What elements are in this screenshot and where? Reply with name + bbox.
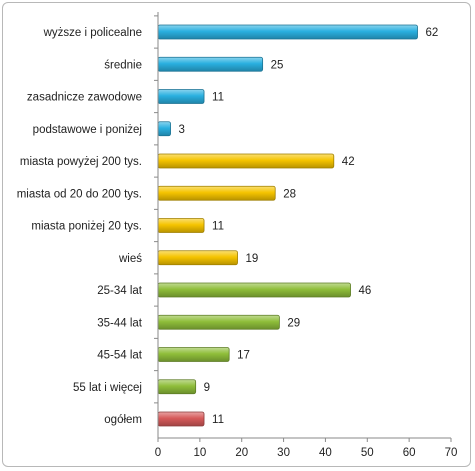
category-label: miasta powyżej 200 tys. xyxy=(20,156,142,168)
bar-3 xyxy=(157,121,171,137)
bar-6 xyxy=(157,218,205,233)
category-label: średnie xyxy=(104,59,142,71)
x-tick-label: 20 xyxy=(235,447,248,459)
bar-7 xyxy=(157,250,238,266)
data-label: 29 xyxy=(287,317,300,329)
data-label: 25 xyxy=(271,59,284,71)
category-label: ogółem xyxy=(104,414,142,426)
category-label: podstawowe i poniżej xyxy=(33,124,142,136)
category-label: 25-34 lat xyxy=(97,285,143,297)
bar-2 xyxy=(157,89,205,104)
data-label: 17 xyxy=(237,350,250,362)
category-label: zasadnicze zawodowe xyxy=(27,92,142,104)
data-label: 42 xyxy=(342,156,355,168)
bar-4 xyxy=(157,153,335,169)
bar-9 xyxy=(157,314,280,330)
chart-frame xyxy=(2,2,471,467)
x-tick-label: 10 xyxy=(193,447,206,459)
bar-8 xyxy=(157,282,351,298)
data-label: 28 xyxy=(283,188,296,200)
x-tick-label: 0 xyxy=(155,447,161,459)
bar-5 xyxy=(157,185,276,201)
data-label: 46 xyxy=(359,285,372,297)
category-label: miasta poniżej 20 tys. xyxy=(31,221,142,233)
bar-1 xyxy=(157,56,264,72)
data-label: 11 xyxy=(212,221,224,233)
category-label: 35-44 lat xyxy=(97,317,143,329)
x-tick-label: 30 xyxy=(277,447,290,459)
category-label: 45-54 lat xyxy=(97,350,143,362)
x-tick-label: 40 xyxy=(319,447,332,459)
data-label: 62 xyxy=(426,27,439,39)
bar-0 xyxy=(157,24,418,40)
category-label: miasta od 20 do 200 tys. xyxy=(17,188,142,200)
data-label: 3 xyxy=(179,124,185,136)
x-tick-label: 60 xyxy=(403,447,416,459)
data-label: 19 xyxy=(246,253,259,265)
x-tick-label: 70 xyxy=(445,447,458,459)
bar-12 xyxy=(157,411,205,427)
data-label: 11 xyxy=(212,92,224,104)
data-label: 9 xyxy=(204,382,210,394)
axis-layer xyxy=(154,12,452,442)
x-tick-label: 50 xyxy=(361,447,374,459)
category-label: wyższe i policealne xyxy=(43,27,142,39)
bars-layer xyxy=(157,24,418,427)
labels-layer: wyższe i policealne 62 średnie 25 zasadnicze… xyxy=(17,27,458,459)
bar-10 xyxy=(157,347,230,362)
bar-11 xyxy=(157,379,197,395)
category-label: 55 lat i więcej xyxy=(73,382,142,394)
category-label: wieś xyxy=(118,253,142,265)
data-label: 11 xyxy=(212,414,224,426)
